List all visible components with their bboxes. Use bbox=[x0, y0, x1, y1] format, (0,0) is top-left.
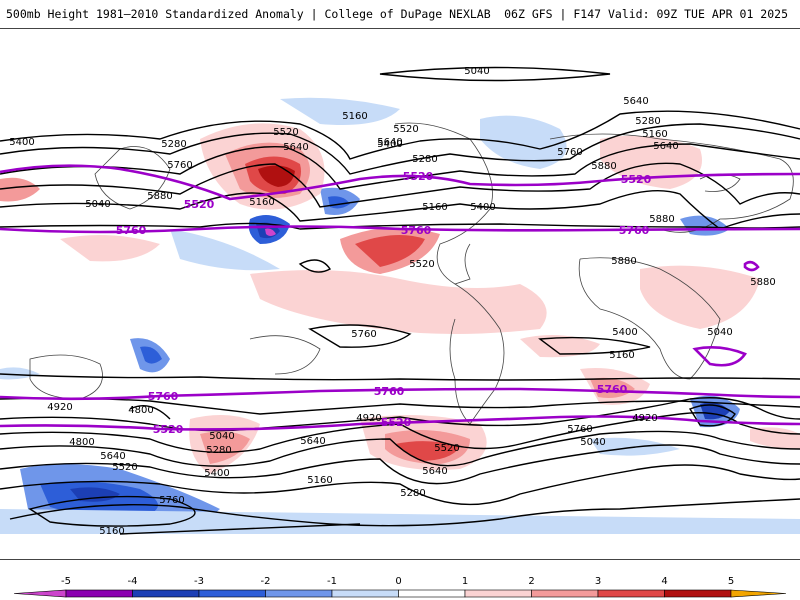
colorbar-tick-label: -2 bbox=[261, 576, 271, 587]
svg-text:5400: 5400 bbox=[377, 139, 402, 150]
run-info: 06Z GFS | F147 Valid: 09Z TUE APR 01 202… bbox=[504, 7, 788, 21]
svg-text:5040: 5040 bbox=[580, 437, 605, 448]
colorbar-segment bbox=[132, 589, 200, 598]
height-contours bbox=[0, 66, 800, 535]
svg-text:5520: 5520 bbox=[184, 198, 215, 211]
svg-text:5160: 5160 bbox=[249, 197, 274, 208]
svg-text:5880: 5880 bbox=[611, 256, 636, 267]
svg-text:5640: 5640 bbox=[377, 137, 402, 148]
svg-text:5520: 5520 bbox=[403, 170, 434, 183]
colorbar-segment bbox=[664, 589, 732, 598]
svg-text:5760: 5760 bbox=[597, 383, 628, 396]
svg-text:5280: 5280 bbox=[412, 154, 437, 165]
svg-text:5040: 5040 bbox=[707, 327, 732, 338]
svg-text:5520: 5520 bbox=[153, 423, 184, 436]
colorbar-tick-label: -3 bbox=[194, 576, 204, 587]
svg-text:5400: 5400 bbox=[204, 468, 229, 479]
colorbar-tick-label: -5 bbox=[61, 576, 71, 587]
svg-text:5400: 5400 bbox=[9, 137, 34, 148]
colorbar-segment bbox=[198, 589, 266, 598]
svg-text:5520: 5520 bbox=[112, 462, 137, 473]
svg-text:5520: 5520 bbox=[381, 416, 412, 429]
reference-contours bbox=[0, 164, 800, 431]
colorbar-segment bbox=[531, 589, 599, 598]
colorbar-legend: -5 -4 -3 -2 -1 0 1 2 3 4 5 bbox=[0, 562, 800, 600]
colorbar-tick-label: -1 bbox=[327, 576, 337, 587]
svg-text:5280: 5280 bbox=[635, 116, 660, 127]
svg-text:5640: 5640 bbox=[100, 451, 125, 462]
svg-text:5160: 5160 bbox=[99, 526, 124, 537]
colorbar-high-extension bbox=[730, 589, 787, 598]
svg-text:5640: 5640 bbox=[623, 96, 648, 107]
header: 500mb Height 1981—2010 Standardized Anom… bbox=[0, 0, 800, 28]
positive-anomaly-shading bbox=[0, 123, 800, 474]
svg-text:5160: 5160 bbox=[609, 350, 634, 361]
colorbar-segment bbox=[65, 589, 133, 598]
svg-text:5880: 5880 bbox=[147, 191, 172, 202]
colorbar-svg: -5 -4 -3 -2 -1 0 1 2 3 4 5 bbox=[13, 576, 787, 598]
svg-text:5280: 5280 bbox=[400, 488, 425, 499]
svg-text:4920: 4920 bbox=[632, 413, 657, 424]
svg-text:5520: 5520 bbox=[393, 124, 418, 135]
svg-text:5760: 5760 bbox=[401, 224, 432, 237]
svg-text:5280: 5280 bbox=[206, 445, 231, 456]
colorbar-ticks: -5 -4 -3 -2 -1 0 1 2 3 4 5 bbox=[61, 576, 734, 587]
contour-labels: 5040 5160 5400 5280 5520 5640 5760 5880 … bbox=[9, 66, 775, 537]
coastlines bbox=[29, 122, 794, 425]
svg-text:5400: 5400 bbox=[612, 327, 637, 338]
svg-text:5640: 5640 bbox=[283, 142, 308, 153]
svg-text:5760: 5760 bbox=[351, 329, 376, 340]
negative-anomaly-shading bbox=[0, 97, 800, 534]
svg-text:5160: 5160 bbox=[342, 111, 367, 122]
svg-text:5760: 5760 bbox=[148, 390, 179, 403]
colorbar-tick-label: 4 bbox=[661, 576, 667, 587]
svg-text:5760: 5760 bbox=[116, 224, 147, 237]
svg-text:4800: 4800 bbox=[69, 437, 94, 448]
colorbar-segment bbox=[331, 589, 399, 598]
colorbar-low-extension bbox=[13, 589, 67, 598]
map-svg: 5040 5160 5400 5280 5520 5640 5760 5880 … bbox=[0, 66, 800, 537]
svg-text:5040: 5040 bbox=[209, 431, 234, 442]
svg-text:5880: 5880 bbox=[649, 214, 674, 225]
svg-text:5400: 5400 bbox=[470, 202, 495, 213]
colorbar-tick-label: 3 bbox=[595, 576, 601, 587]
colorbar-fills bbox=[13, 589, 787, 598]
svg-text:4800: 4800 bbox=[128, 405, 153, 416]
svg-text:5280: 5280 bbox=[161, 139, 186, 150]
svg-text:5760: 5760 bbox=[619, 224, 650, 237]
svg-text:5640: 5640 bbox=[653, 141, 678, 152]
svg-text:4920: 4920 bbox=[356, 413, 381, 424]
colorbar-segment bbox=[597, 589, 665, 598]
svg-text:5880: 5880 bbox=[750, 277, 775, 288]
svg-text:5760: 5760 bbox=[567, 424, 592, 435]
colorbar-tick-label: 2 bbox=[528, 576, 534, 587]
svg-text:5520: 5520 bbox=[409, 259, 434, 270]
svg-text:5520: 5520 bbox=[273, 127, 298, 138]
colorbar-tick-label: 1 bbox=[462, 576, 468, 587]
svg-text:5520: 5520 bbox=[621, 173, 652, 186]
svg-text:5640: 5640 bbox=[422, 466, 447, 477]
svg-text:5160: 5160 bbox=[422, 202, 447, 213]
svg-text:4920: 4920 bbox=[47, 402, 72, 413]
svg-text:5520: 5520 bbox=[434, 443, 459, 454]
svg-text:5640: 5640 bbox=[300, 436, 325, 447]
svg-text:5760: 5760 bbox=[374, 385, 405, 398]
svg-text:5040: 5040 bbox=[464, 66, 489, 77]
colorbar-segment bbox=[265, 589, 333, 598]
map-panel[interactable]: 5040 5160 5400 5280 5520 5640 5760 5880 … bbox=[0, 28, 800, 560]
colorbar-segment bbox=[464, 589, 532, 598]
svg-text:5760: 5760 bbox=[167, 160, 192, 171]
colorbar-tick-label: -4 bbox=[128, 576, 138, 587]
colorbar-tick-label: 5 bbox=[728, 576, 734, 587]
svg-text:5160: 5160 bbox=[307, 475, 332, 486]
svg-text:5880: 5880 bbox=[591, 161, 616, 172]
svg-text:5040: 5040 bbox=[85, 199, 110, 210]
colorbar-tick-label: 0 bbox=[395, 576, 401, 587]
colorbar-segment bbox=[398, 589, 466, 598]
svg-text:5760: 5760 bbox=[159, 495, 184, 506]
svg-text:5160: 5160 bbox=[642, 129, 667, 140]
reference-contour-labels: 5520 5520 5520 5760 5760 5760 5760 5760 … bbox=[116, 170, 652, 436]
svg-text:5760: 5760 bbox=[557, 147, 582, 158]
chart-title: 500mb Height 1981—2010 Standardized Anom… bbox=[6, 7, 491, 21]
